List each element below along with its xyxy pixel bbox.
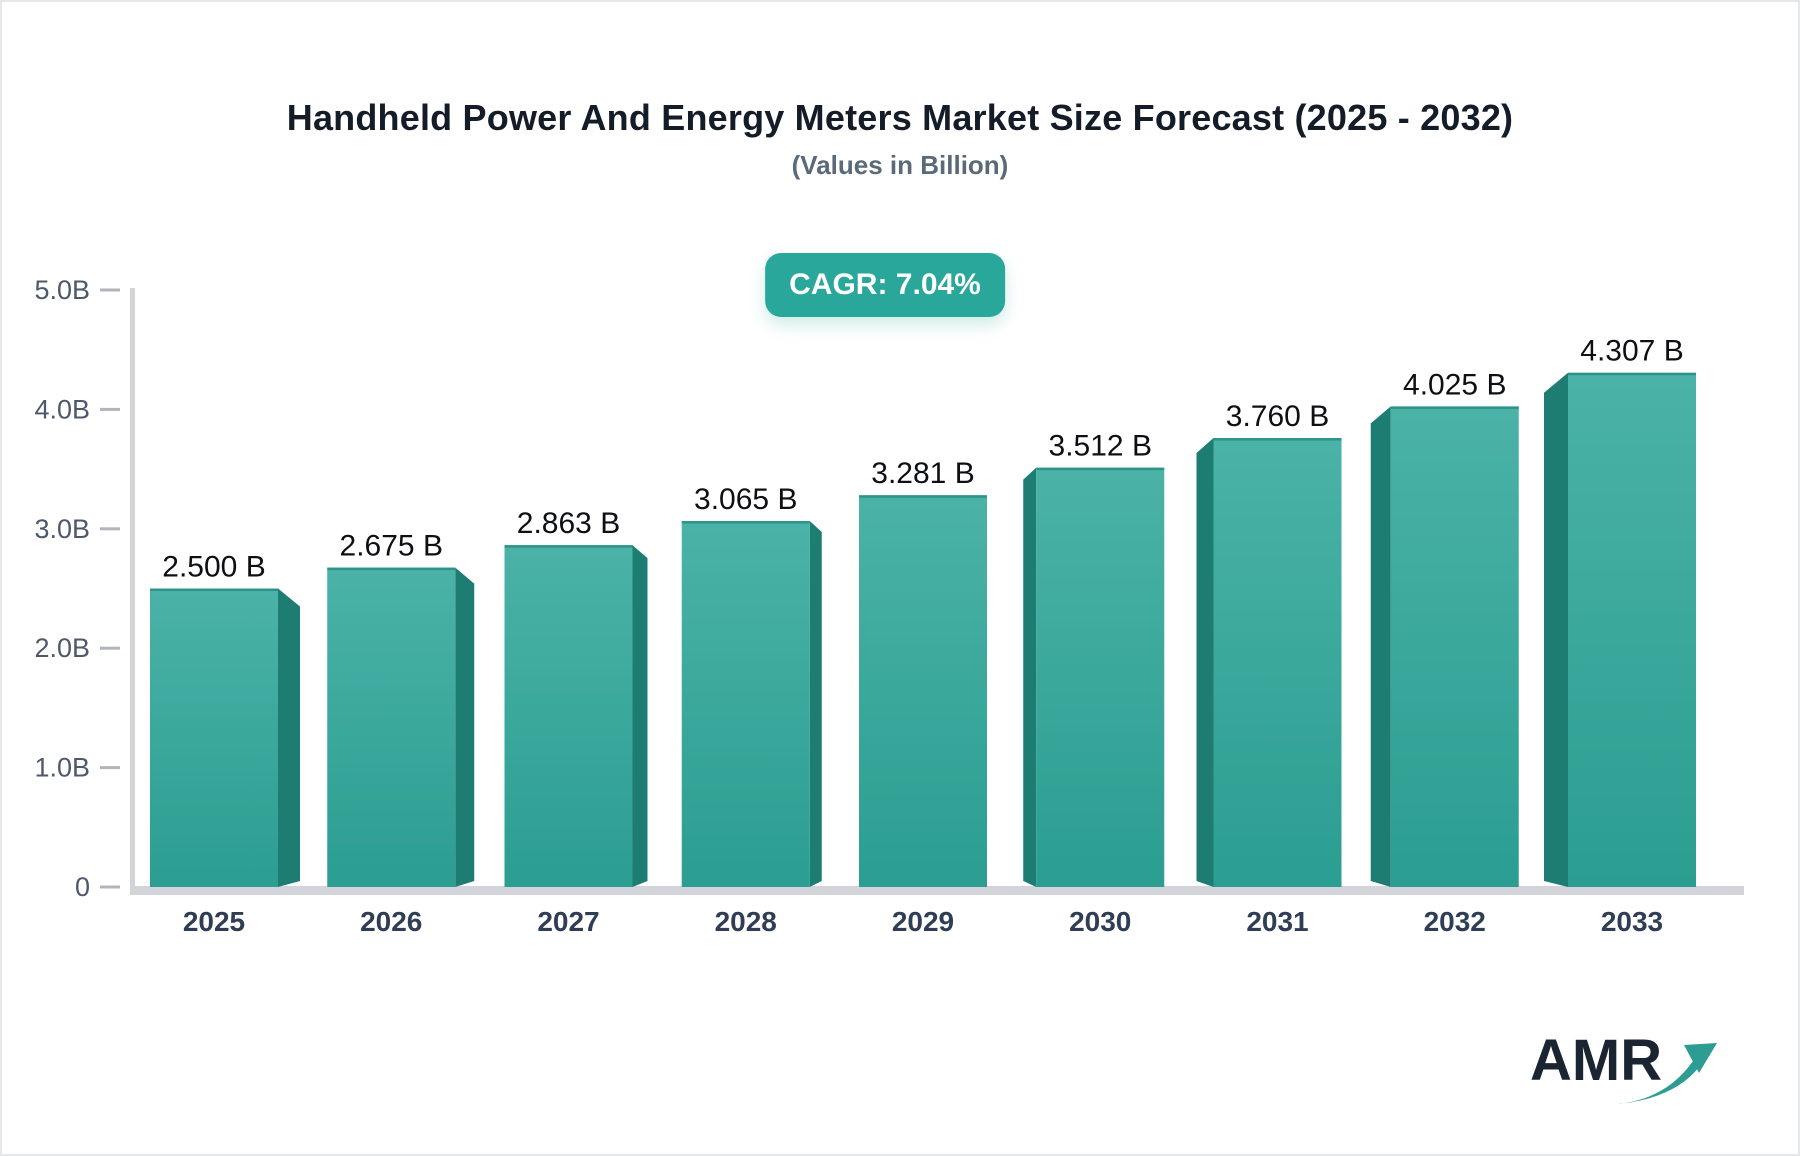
y-tick-mark [100, 766, 120, 770]
bar-front-face [1213, 438, 1342, 887]
y-tick-label: 5.0B [34, 275, 90, 305]
bar-side-face [809, 521, 822, 887]
bar-top-edge [504, 545, 633, 548]
bar-2027 [504, 545, 648, 887]
x-tick-label: 2033 [1601, 906, 1663, 937]
x-tick-label: 2031 [1246, 906, 1308, 937]
bar-side-face [455, 567, 475, 887]
bar-2032 [1370, 406, 1519, 887]
bar-value-label: 2.675 B [340, 530, 443, 563]
bar-side-face [278, 588, 300, 887]
x-tick-label: 2027 [537, 906, 599, 937]
bar-top-edge [150, 588, 278, 591]
y-tick-mark [100, 288, 120, 292]
bar-front-face [150, 588, 278, 887]
bar-2030 [1023, 467, 1165, 887]
bar-value-label: 3.065 B [694, 483, 797, 516]
bar-value-label: 3.760 B [1226, 400, 1329, 433]
x-tick-label: 2029 [892, 906, 954, 937]
bar-side-face [1544, 372, 1568, 887]
bar-top-edge [1036, 467, 1165, 471]
y-tick-label: 3.0B [34, 514, 90, 544]
bar-side-face [1023, 467, 1037, 887]
amr-logo: AMR [1530, 1032, 1790, 1127]
bar-front-face [504, 545, 633, 887]
bar-side-face [1370, 406, 1391, 887]
x-tick-label: 2028 [715, 906, 777, 937]
page-subtitle: (Values in Billion) [791, 150, 1009, 180]
bar-side-face [1196, 438, 1214, 887]
y-tick-mark [100, 646, 120, 650]
bar-top-edge [1213, 438, 1342, 441]
bar-value-label: 4.025 B [1403, 368, 1506, 401]
bar-top-edge [1568, 372, 1696, 376]
bar-2026 [327, 567, 475, 887]
bar-2028 [681, 521, 822, 887]
bar-top-edge [681, 521, 810, 524]
bar-2033 [1544, 372, 1696, 887]
bar-value-label: 3.281 B [871, 457, 974, 490]
bar-front-face [1390, 406, 1519, 887]
bar-value-label: 4.307 B [1580, 335, 1683, 368]
y-tick-label: 0 [75, 872, 90, 902]
bar-front-face [1568, 372, 1696, 887]
bar-top-edge [1390, 406, 1519, 409]
bar-top-edge [327, 567, 456, 571]
y-tick-label: 4.0B [34, 394, 90, 424]
bar-front-face [681, 521, 810, 887]
bar-2029 [859, 495, 987, 887]
x-axis-baseline [130, 886, 1744, 895]
bar-value-label: 3.512 B [1049, 430, 1152, 463]
bar-top-edge [859, 495, 987, 498]
bar-side-face [632, 545, 648, 887]
bar-front-face [327, 567, 456, 887]
y-tick-mark [100, 407, 120, 411]
x-tick-label: 2025 [183, 906, 245, 937]
x-tick-label: 2026 [360, 906, 422, 937]
bar-front-face [1036, 467, 1165, 887]
bar-2031 [1196, 438, 1342, 887]
bar-value-label: 2.500 B [162, 551, 265, 584]
y-tick-label: 2.0B [34, 633, 90, 663]
bar-front-face [859, 495, 987, 887]
x-tick-label: 2032 [1424, 906, 1486, 937]
cagr-badge: CAGR: 7.04% [765, 253, 1005, 317]
y-tick-mark [100, 885, 120, 889]
y-tick-label: 1.0B [34, 753, 90, 783]
y-tick-mark [100, 527, 120, 531]
page-title: Handheld Power And Energy Meters Market … [286, 97, 1514, 138]
bar-value-label: 2.863 B [517, 507, 620, 540]
x-tick-label: 2030 [1069, 906, 1131, 937]
growth-arrow-icon [1617, 1043, 1717, 1104]
amr-logo-text: AMR [1530, 1028, 1663, 1093]
y-axis-line [130, 288, 135, 895]
bar-2025 [150, 588, 300, 887]
